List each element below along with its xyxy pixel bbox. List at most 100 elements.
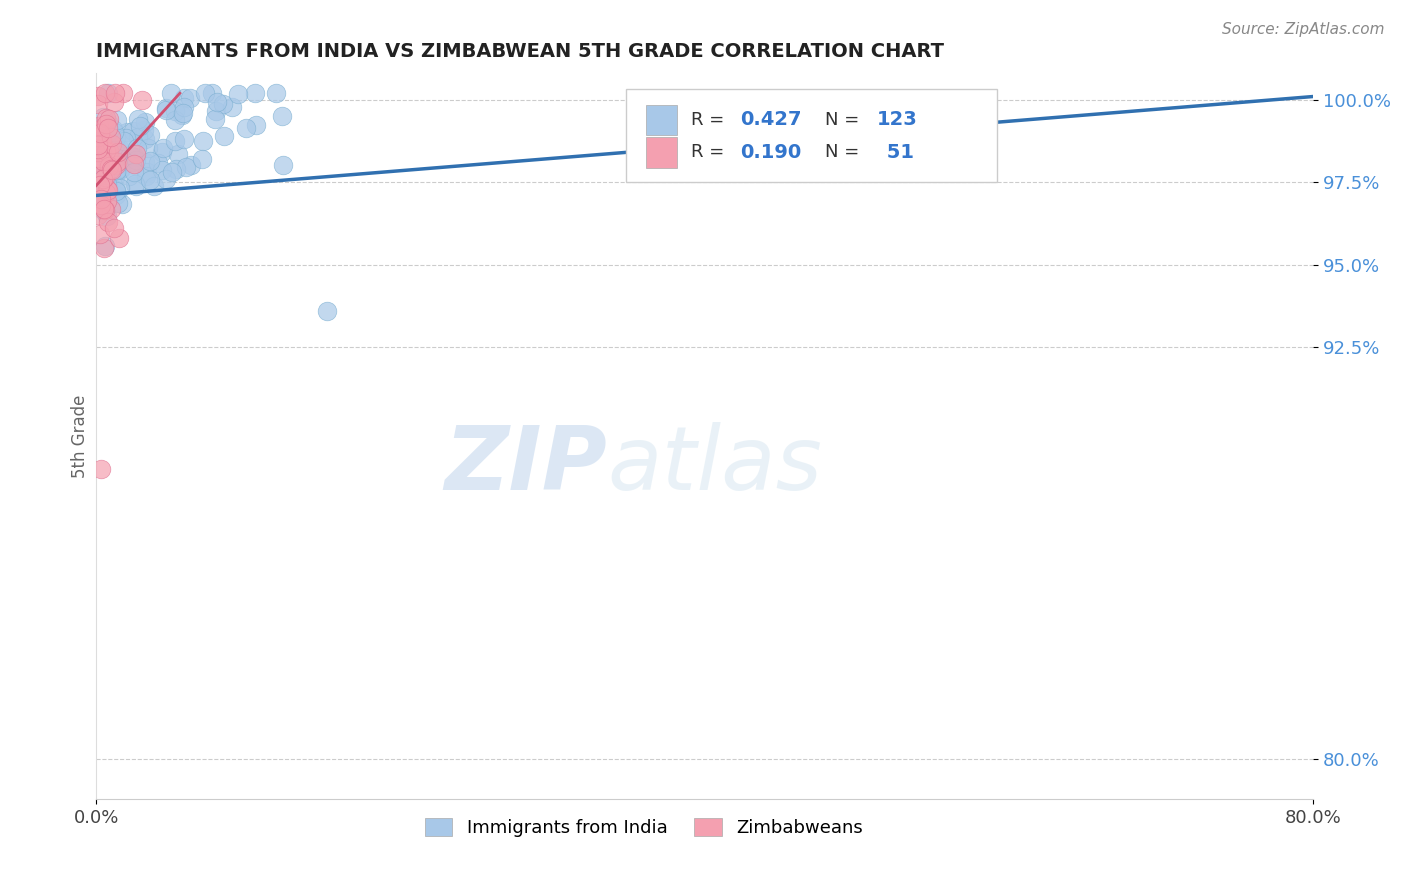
Point [90,120,112,135]
Point [96,178,118,192]
Point [97,215,120,229]
Point [94,202,117,217]
Point [112,135,135,149]
Point [143,179,166,194]
Point [87,138,110,153]
Point [94,170,117,185]
Point [150,162,173,177]
Point [103,125,125,139]
Point [105,154,128,169]
Point [96,194,118,208]
Point [134,115,156,129]
Point [162,165,184,179]
Point [94,112,117,126]
Text: N =: N = [825,111,865,128]
Point [90,198,112,212]
Point [212,129,235,144]
Point [264,86,287,100]
Text: R =: R = [692,144,730,161]
Point [271,109,294,123]
Point [104,183,127,197]
Point [174,160,197,174]
Point [87,119,110,133]
Point [86,176,108,190]
Point [93,241,115,255]
Point [132,123,155,137]
Point [86,142,108,156]
Point [89,124,111,138]
Point [173,100,195,114]
Point [94,150,117,164]
Point [91,133,114,147]
Point [243,86,266,100]
Text: Source: ZipAtlas.com: Source: ZipAtlas.com [1222,22,1385,37]
Text: R =: R = [692,111,730,128]
Point [91,137,114,152]
Point [125,147,148,161]
Text: 0.427: 0.427 [740,111,801,129]
Text: 0.190: 0.190 [740,143,801,162]
Point [86,129,108,144]
Point [163,104,186,119]
Point [94,158,117,172]
Point [167,147,190,161]
Point [180,158,202,172]
Point [122,165,145,179]
Point [226,87,249,102]
Text: 123: 123 [876,111,917,129]
Point [124,177,146,191]
Point [115,125,138,139]
Point [86,156,108,170]
Point [125,178,148,193]
Point [96,182,118,196]
Point [86,155,108,169]
Point [201,86,224,100]
Point [110,162,132,177]
Point [204,112,226,127]
Point [135,165,157,179]
Text: ZIP: ZIP [444,422,607,508]
Point [155,101,177,115]
Point [103,143,125,157]
Point [104,158,127,172]
Point [221,100,243,114]
Point [91,154,114,169]
Point [152,141,174,155]
Point [136,140,159,154]
Point [271,158,294,172]
Point [127,112,149,127]
Point [173,91,195,105]
Point [89,186,111,200]
Point [94,136,117,151]
Point [87,131,110,145]
Point [129,119,152,133]
Point [100,202,122,216]
Point [163,112,186,127]
Point [97,120,120,134]
Point [89,186,111,200]
Point [205,95,228,109]
Point [103,169,125,184]
Point [90,132,112,146]
Point [94,144,117,158]
Point [105,161,128,176]
Point [127,129,149,144]
Point [179,91,201,105]
Point [101,163,124,178]
Point [115,130,138,145]
Point [105,130,128,145]
Point [86,122,108,136]
Point [155,172,177,186]
Point [316,303,339,318]
Point [87,96,110,111]
Point [108,142,131,156]
Text: atlas: atlas [607,422,823,508]
Point [138,173,160,187]
Point [89,227,111,241]
Point [105,140,128,154]
Point [101,121,124,136]
Point [97,121,120,136]
Point [146,156,169,170]
Point [235,121,257,136]
Point [100,130,122,145]
